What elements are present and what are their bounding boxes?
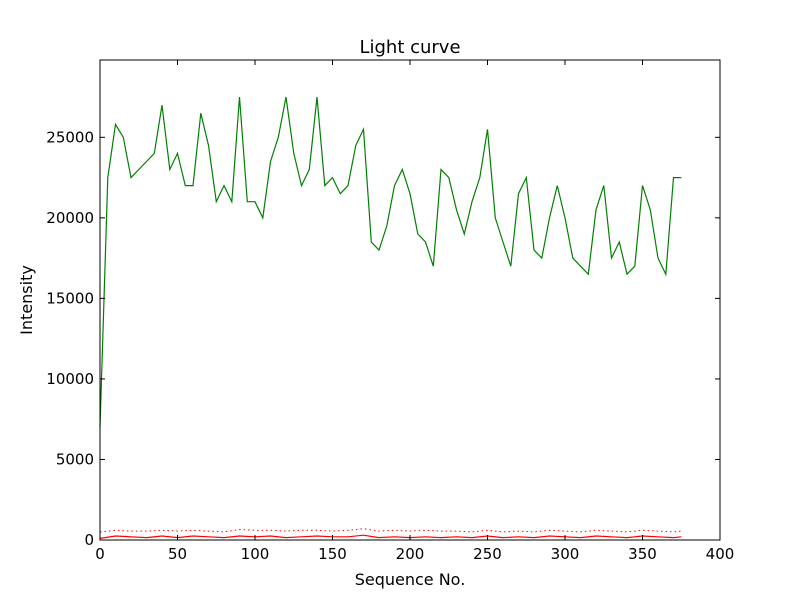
y-tick-label: 5000 [56,450,94,468]
x-tick-label: 150 [318,545,347,563]
plot-area: 0 50 100 150 200 250 300 350 400 0 5000 10000 15000 2… [46,59,735,563]
y-tick-label: 20000 [46,209,94,227]
x-tick-label: 250 [473,545,502,563]
x-tick-label: 200 [396,545,425,563]
y-axis-title: Intensity [17,265,36,335]
y-tick-label: 25000 [46,128,94,146]
x-tick-label: 50 [168,545,187,563]
series-line-2 [99,534,682,539]
x-tick-label: 300 [551,545,580,563]
x-tick-label: 0 [95,545,105,563]
series-line-3 [99,528,682,533]
x-axis-title: Sequence No. [355,570,466,589]
y-tick-label: 15000 [46,289,94,307]
x-tick-label: 100 [241,545,270,563]
x-tick-label: 400 [706,545,735,563]
plot-frame [99,59,721,541]
y-tick-label: 10000 [46,370,94,388]
y-tick-label: 0 [84,531,94,549]
series-line-1 [99,96,682,428]
chart-title: Light curve [359,37,460,58]
x-tick-label: 350 [628,545,657,563]
